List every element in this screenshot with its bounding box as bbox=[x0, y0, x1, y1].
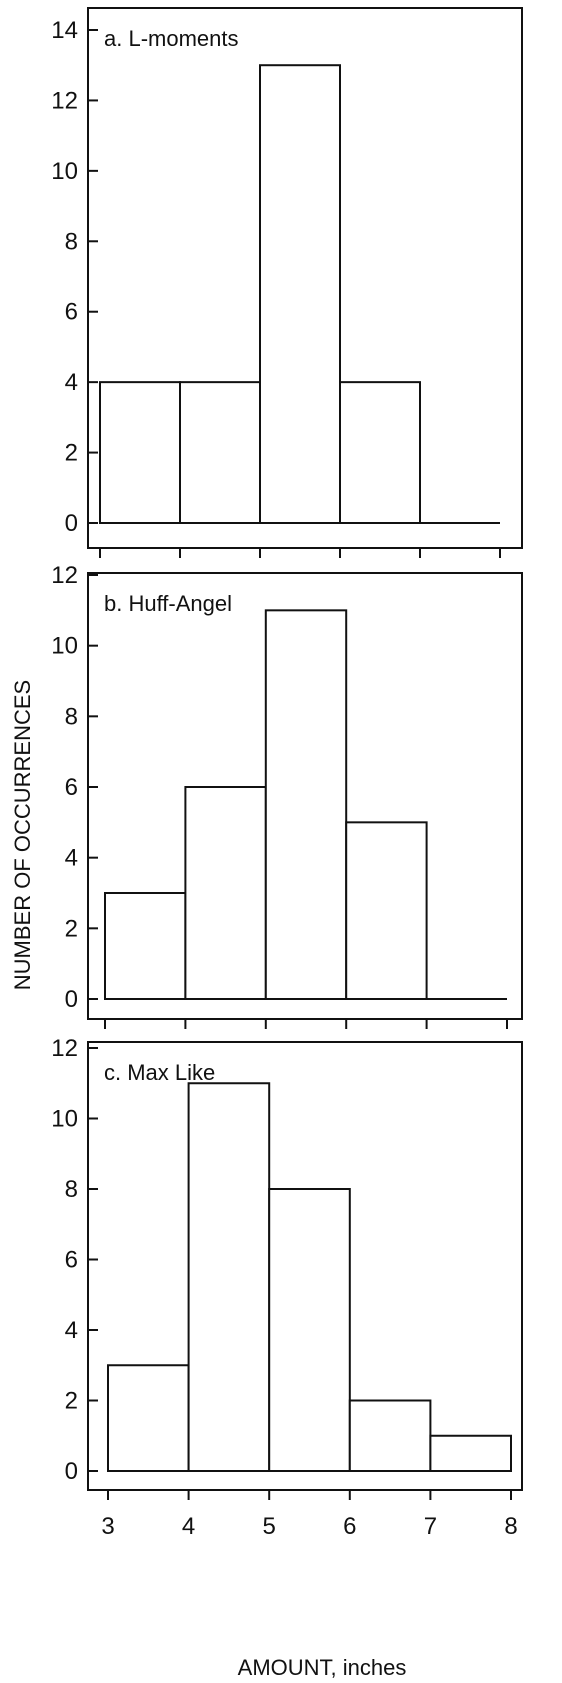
histogram-bar bbox=[348, 1399, 432, 1472]
panel-title: b. Huff-Angel bbox=[104, 591, 232, 616]
histogram-bar bbox=[99, 381, 181, 524]
plot-frame bbox=[87, 7, 523, 549]
x-tick-label: 3 bbox=[101, 1513, 114, 1540]
y-tick-label: 14 bbox=[51, 17, 78, 44]
x-tick-label: 6 bbox=[343, 1513, 356, 1540]
x-tick-label: 4 bbox=[182, 1513, 195, 1540]
x-tick-label: 7 bbox=[424, 1513, 437, 1540]
y-tick-label: 6 bbox=[65, 774, 78, 801]
y-tick-label: 6 bbox=[65, 299, 78, 326]
y-tick-label: 10 bbox=[51, 1106, 78, 1133]
x-axis-title: AMOUNT, inches bbox=[238, 1655, 407, 1680]
y-tick-label: 8 bbox=[65, 1176, 78, 1203]
y-tick-label: 0 bbox=[65, 986, 78, 1013]
histogram-bar bbox=[339, 381, 421, 524]
y-axis-title: NUMBER OF OCCURRENCES bbox=[10, 680, 35, 990]
histogram-bar bbox=[429, 1434, 512, 1472]
y-tick-label: 2 bbox=[65, 915, 78, 942]
y-tick-label: 2 bbox=[65, 440, 78, 467]
panel-title: c. Max Like bbox=[104, 1060, 215, 1085]
y-tick-label: 4 bbox=[65, 369, 78, 396]
histogram-bar bbox=[268, 1188, 351, 1472]
panel-b: 0 2 4 6 8 10 12 b. Huff-Angel bbox=[51, 562, 523, 1029]
histogram-bar bbox=[107, 1364, 190, 1472]
y-tick-label: 12 bbox=[51, 1035, 78, 1062]
x-tick-label: 5 bbox=[263, 1513, 276, 1540]
histogram-bar bbox=[184, 786, 267, 1000]
y-tick-label: 8 bbox=[65, 703, 78, 730]
y-tick-label: 0 bbox=[65, 1458, 78, 1485]
y-tick-label: 12 bbox=[51, 562, 78, 589]
histogram-bar bbox=[187, 1082, 271, 1472]
panel-a: 0 2 4 6 8 10 12 14 a. L-moments bbox=[51, 7, 523, 558]
histogram-bar bbox=[179, 381, 261, 524]
y-tick-label: 10 bbox=[51, 633, 78, 660]
panel-title: a. L-moments bbox=[104, 26, 239, 51]
histogram-bar bbox=[345, 821, 428, 1000]
histogram-bar bbox=[104, 892, 187, 1000]
y-tick-label: 12 bbox=[51, 87, 78, 114]
plot-frame bbox=[87, 1041, 523, 1491]
y-tick-label: 8 bbox=[65, 228, 78, 255]
histogram-bar bbox=[259, 64, 341, 524]
x-tick-label: 8 bbox=[504, 1513, 517, 1540]
y-tick-label: 6 bbox=[65, 1247, 78, 1274]
y-tick-label: 4 bbox=[65, 845, 78, 872]
y-tick-label: 2 bbox=[65, 1388, 78, 1415]
plot-frame bbox=[87, 572, 523, 1020]
y-tick-label: 10 bbox=[51, 158, 78, 185]
histogram-bar bbox=[264, 609, 348, 1000]
y-tick-label: 4 bbox=[65, 1317, 78, 1344]
y-tick-label: 0 bbox=[65, 510, 78, 537]
panel-c: 0 2 4 6 8 10 12 3 4 5 6 7 8 c. Max Like bbox=[51, 1035, 523, 1540]
